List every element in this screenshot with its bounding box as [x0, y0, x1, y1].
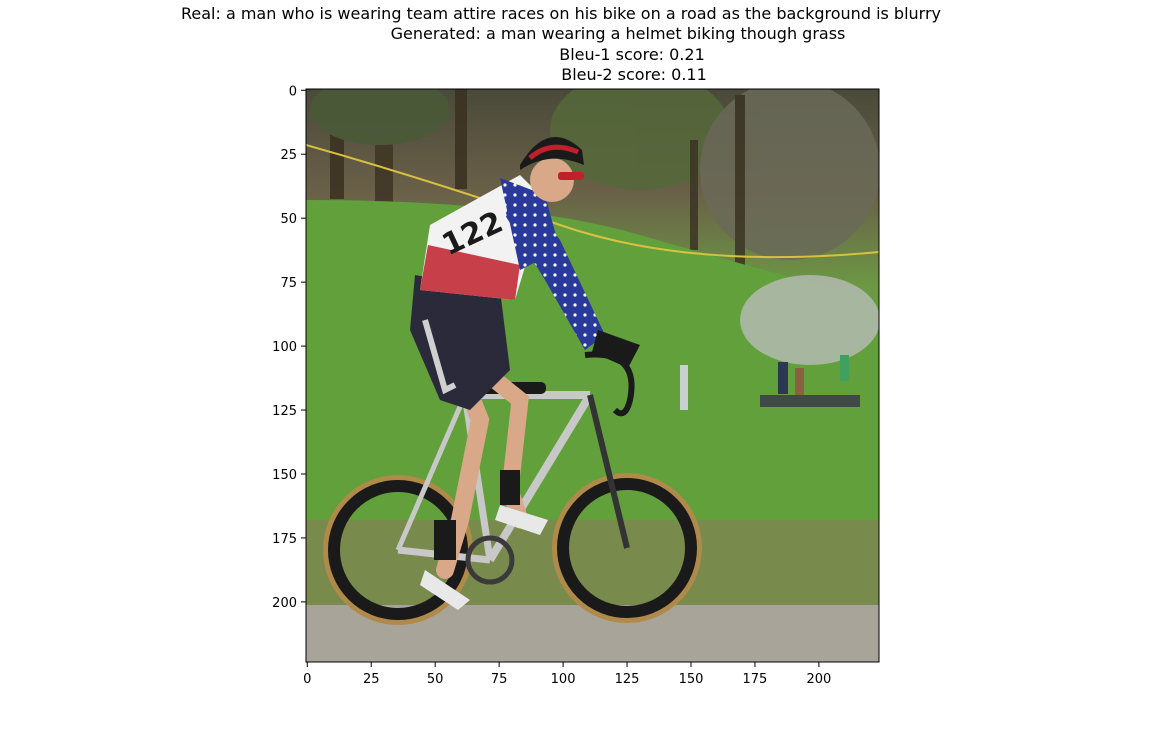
y-tick-label: 100 — [272, 340, 297, 355]
background-trees — [310, 89, 879, 265]
y-tick-label: 125 — [272, 404, 297, 419]
title-bleu2-score: Bleu-2 score: 0.11 — [561, 65, 707, 84]
x-tick-label: 100 — [551, 672, 576, 687]
x-tick-label: 25 — [363, 672, 380, 687]
title-real-caption: Real: a man who is wearing team attire r… — [180, 4, 942, 23]
x-tick-label: 75 — [491, 672, 508, 687]
background-spectators — [680, 355, 860, 410]
x-tick-label: 200 — [806, 672, 831, 687]
plot-frame — [305, 88, 880, 663]
course-tape — [306, 144, 879, 259]
y-tick-label: 75 — [280, 276, 297, 291]
photo-image: 122 — [306, 89, 879, 662]
x-tick-label: 125 — [615, 672, 640, 687]
background-stream — [740, 275, 879, 365]
x-tick-label: 150 — [679, 672, 704, 687]
y-axis: 0 25 50 75 100 125 150 175 200 — [272, 84, 306, 611]
x-axis: 0 25 50 75 100 125 150 175 200 — [303, 662, 831, 687]
y-tick-label: 50 — [280, 212, 297, 227]
y-tick-label: 25 — [280, 148, 297, 163]
y-tick-label: 0 — [289, 84, 297, 99]
title-bleu1-score: Bleu-1 score: 0.21 — [559, 45, 705, 64]
y-tick-label: 150 — [272, 468, 297, 483]
title-generated-caption: Generated: a man wearing a helmet biking… — [390, 24, 846, 43]
x-tick-label: 0 — [303, 672, 311, 687]
y-tick-label: 175 — [272, 532, 297, 547]
cyclist: 122 — [410, 137, 640, 610]
y-tick-label: 200 — [272, 596, 297, 611]
x-tick-label: 50 — [427, 672, 444, 687]
x-tick-label: 175 — [743, 672, 768, 687]
